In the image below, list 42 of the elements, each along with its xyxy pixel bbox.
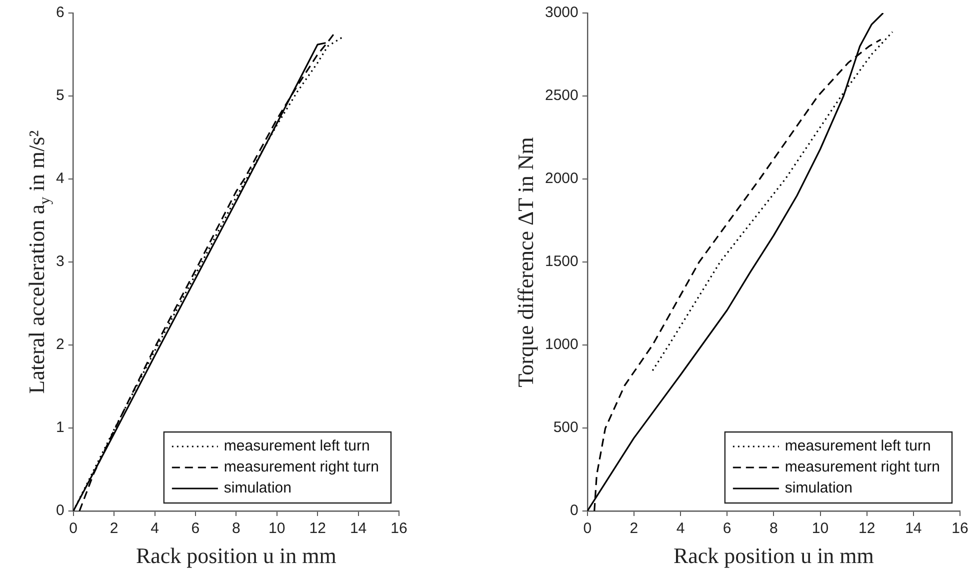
x-tick-label: 16 (952, 520, 968, 538)
x-tick-label: 2 (110, 520, 118, 538)
y-tick-label: 1500 (544, 253, 578, 270)
x-tick-label: 2 (630, 520, 638, 538)
x-tick-label: 14 (905, 520, 922, 538)
x-tick-label: 6 (722, 520, 732, 538)
y-axis-title: Torque difference ΔT in Nm (513, 137, 538, 388)
x-tick-label: 0 (69, 520, 78, 538)
y-tick-label: 2 (56, 336, 64, 354)
x-tick-label: 12 (309, 520, 326, 538)
x-axis-title: Rack position u in mm (136, 543, 336, 568)
y-tick-label: 4 (56, 170, 64, 188)
y-tick-label: 3 (56, 253, 64, 270)
legend-label: measurement right turn (784, 458, 940, 476)
legend-label: measurement right turn (224, 458, 380, 476)
y-tick-label: 500 (553, 419, 578, 436)
y-axis-title: Lateral acceleration ay in m/s² (24, 130, 54, 394)
y-tick-label: 5 (56, 87, 64, 104)
y-tick-label: 1000 (544, 336, 578, 354)
y-tick-label: 0 (56, 502, 64, 520)
x-tick-label: 14 (350, 520, 367, 538)
x-tick-label: 10 (268, 520, 286, 538)
x-tick-label: 6 (191, 520, 200, 538)
x-tick-label: 4 (676, 520, 685, 538)
y-tick-label: 1 (56, 419, 64, 436)
x-tick-label: 4 (150, 520, 159, 538)
y-tick-label: 6 (56, 4, 64, 22)
y-tick-label: 2500 (544, 87, 578, 104)
y-tick-label: 3000 (544, 4, 578, 22)
y-tick-label: 2000 (544, 170, 578, 188)
legend-label: simulation (224, 480, 292, 497)
x-tick-label: 8 (770, 520, 778, 538)
legend-label: measurement left turn (224, 438, 370, 455)
x-tick-label: 16 (390, 520, 408, 538)
x-tick-label: 10 (812, 520, 829, 538)
x-tick-label: 8 (232, 520, 240, 538)
legend-label: measurement left turn (784, 438, 931, 455)
y-tick-label: 0 (570, 502, 578, 520)
x-tick-label: 0 (583, 520, 592, 538)
x-axis-title: Rack position u in mm (673, 543, 874, 568)
x-tick-label: 12 (858, 520, 876, 538)
legend-label: simulation (784, 480, 852, 497)
